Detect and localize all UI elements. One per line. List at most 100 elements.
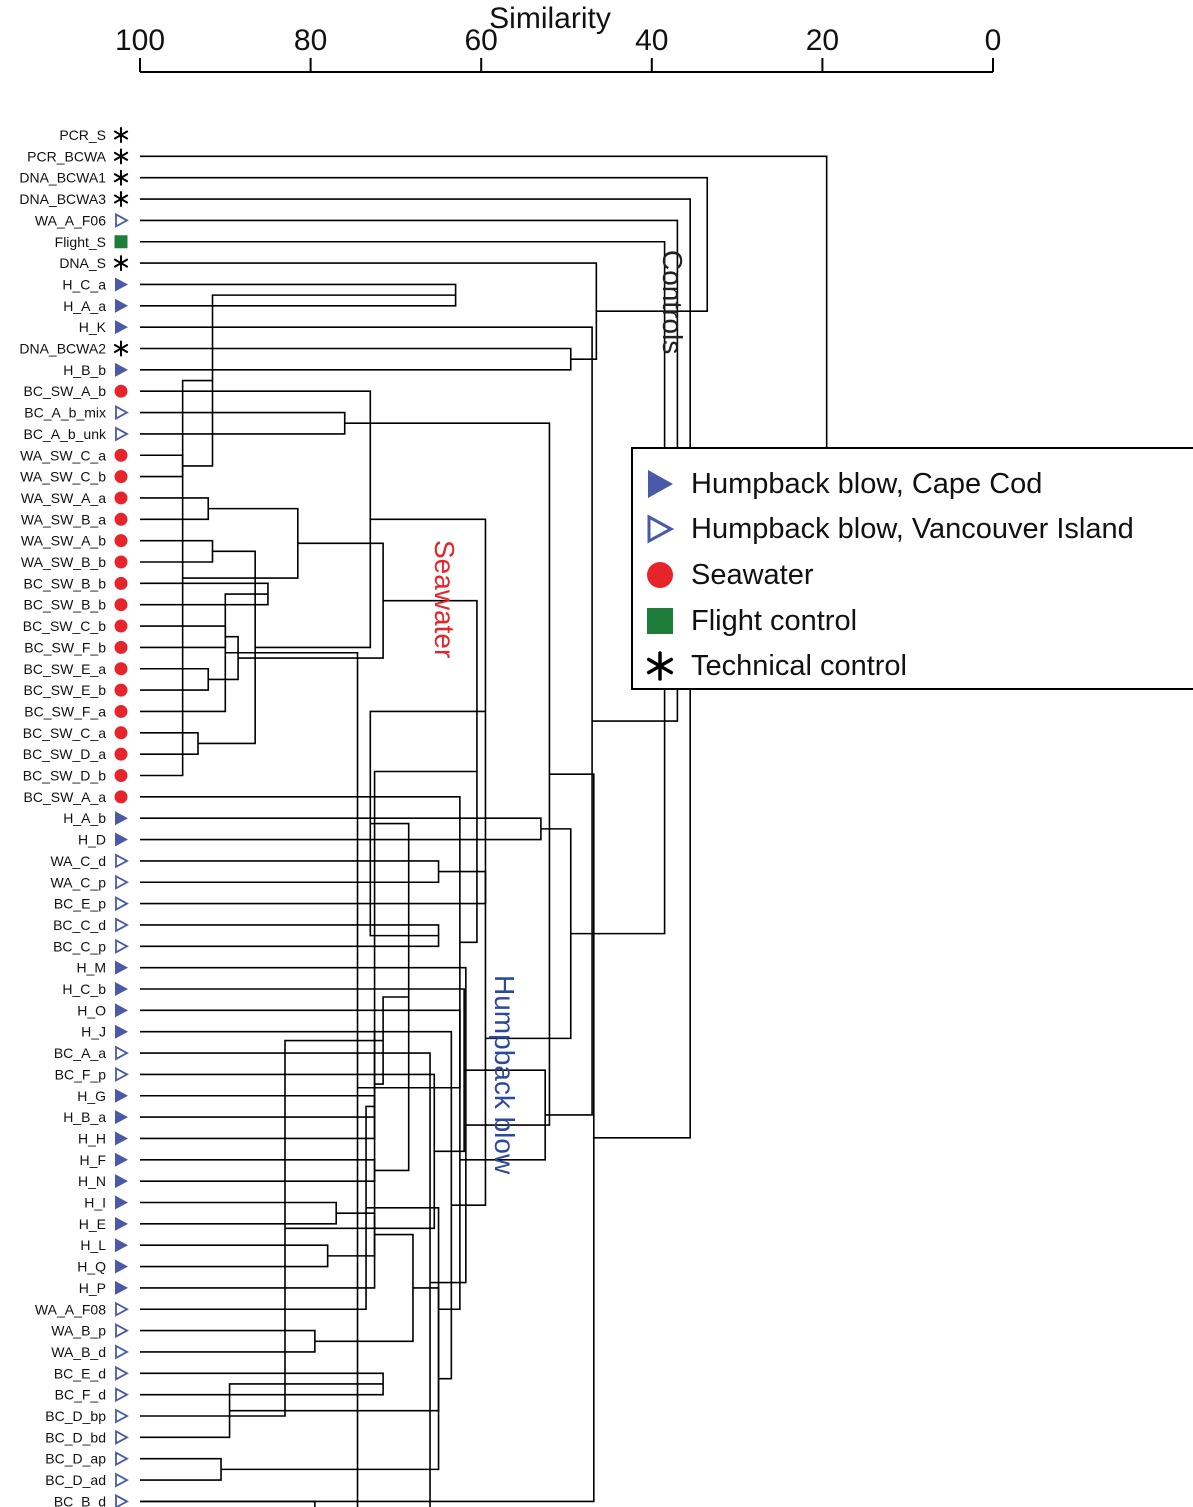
leaf-label: H_N <box>78 1173 106 1189</box>
leaf-label: BC_A_b_unk <box>23 426 107 442</box>
seawater-group-label: Seawater <box>429 540 460 659</box>
asterisk-icon <box>113 127 129 143</box>
leaf-label: WA_B_p <box>51 1323 106 1339</box>
dendrogram-link <box>140 667 210 691</box>
leaf-label: BC_E_p <box>54 896 106 912</box>
leaf-label: H_C_b <box>62 981 106 997</box>
leaf-label: BC_SW_A_a <box>24 789 107 805</box>
leaf-label: WA_B_d <box>51 1344 106 1360</box>
filled-triangle-icon <box>115 1259 128 1274</box>
circle-icon <box>114 769 128 782</box>
filled-triangle-icon <box>115 1003 128 1018</box>
leaf-label: Flight_S <box>55 234 106 250</box>
open-triangle-icon <box>115 874 129 890</box>
leaf-label: DNA_BCWA1 <box>19 170 106 186</box>
dendrogram-link <box>140 1457 222 1481</box>
leaf-label: BC_C_p <box>53 938 106 954</box>
leaf-label: BC_C_d <box>53 917 106 933</box>
leaf-label: WA_SW_B_b <box>21 554 106 570</box>
leaf-label: DNA_BCWA2 <box>19 341 106 357</box>
dendrogram-link <box>327 1212 376 1257</box>
leaf-label: BC_SW_C_b <box>23 618 106 634</box>
leaf-label: BC_SW_A_b <box>24 383 107 399</box>
circle-icon <box>114 640 128 654</box>
filled-triangle-icon <box>115 1024 128 1039</box>
circle-icon <box>114 555 128 569</box>
dendrogram-link <box>208 635 239 681</box>
circle-icon <box>114 384 128 398</box>
filled-triangle-icon <box>115 298 128 313</box>
leaf-label: BC_D_ap <box>45 1451 106 1467</box>
asterisk-icon <box>645 651 675 681</box>
open-triangle-icon <box>115 1429 129 1445</box>
circle-icon <box>114 576 128 590</box>
open-triangle-icon <box>115 1301 129 1317</box>
open-triangle-icon <box>645 514 675 544</box>
leaf-label: H_L <box>80 1237 106 1253</box>
leaf-label: H_Q <box>77 1259 106 1275</box>
square-icon <box>645 606 675 636</box>
leaf-label: H_A_a <box>63 298 106 314</box>
dendrogram-link <box>140 454 184 478</box>
asterisk-icon <box>113 148 129 165</box>
filled-triangle-icon <box>115 1110 128 1125</box>
dendrogram-link <box>140 860 440 884</box>
square-icon <box>114 235 128 249</box>
open-triangle-icon <box>115 1387 129 1403</box>
circle-icon <box>114 662 128 676</box>
circle-icon <box>114 704 128 718</box>
dendrogram-link <box>140 796 461 1089</box>
leaf-label: WA_SW_A_a <box>21 490 106 506</box>
circle-icon <box>114 598 128 612</box>
filled-triangle-icon <box>645 469 675 499</box>
leaf-label: H_M <box>76 960 106 976</box>
open-triangle-icon <box>115 938 129 954</box>
asterisk-icon <box>113 255 129 272</box>
leaf-label: H_O <box>77 1002 106 1018</box>
open-triangle-icon <box>115 853 129 869</box>
open-triangle-icon <box>115 405 129 421</box>
leaf-label: BC_D_bd <box>45 1429 106 1445</box>
open-triangle-icon <box>115 1472 129 1488</box>
axis-tick-label: 60 <box>465 24 498 57</box>
dendrogram-link <box>238 542 384 659</box>
legend-item-flight: Flight control <box>645 601 857 641</box>
dendrogram-link <box>140 988 465 1153</box>
leaf-label: H_J <box>81 1024 106 1040</box>
dendrogram-link <box>140 1244 329 1268</box>
axis-tick-label: 40 <box>635 24 668 57</box>
dendrogram-link <box>140 347 572 371</box>
axis-tick-label: 20 <box>806 24 839 57</box>
legend-item-technical: Technical control <box>645 646 907 686</box>
leaf-label: PCR_BCWA <box>27 148 106 164</box>
leaf-label: PCR_S <box>59 127 106 143</box>
leaf-label: WA_SW_B_a <box>21 511 106 527</box>
legend: Humpback blow, Cape Cod Humpback blow, V… <box>631 447 1193 690</box>
leaf-label: DNA_BCWA3 <box>19 191 106 207</box>
filled-triangle-icon <box>115 320 128 335</box>
filled-triangle-icon <box>115 1280 128 1295</box>
dendrogram-link <box>225 651 359 1507</box>
circle-icon <box>114 790 128 804</box>
axis-tick-label: 80 <box>294 24 327 57</box>
leaf-label: H_G <box>77 1088 106 1104</box>
leaf-label: H_F <box>80 1152 106 1168</box>
open-triangle-icon <box>115 1066 129 1082</box>
filled-triangle-icon <box>115 362 128 377</box>
leaf-label: BC_E_d <box>54 1365 106 1381</box>
leaf-label: BC_SW_E_a <box>24 661 107 677</box>
circle-icon <box>114 683 128 697</box>
filled-triangle-icon <box>115 832 128 847</box>
leaf-label: BC_SW_C_a <box>23 725 106 741</box>
filled-triangle-icon <box>115 1216 128 1231</box>
leaf-label: BC_B_d <box>54 1493 106 1507</box>
filled-triangle-icon <box>115 811 128 826</box>
open-triangle-icon <box>115 1493 129 1507</box>
leaf-label: BC_F_d <box>55 1387 106 1403</box>
open-triangle-icon <box>115 1408 129 1424</box>
axis-tick-label: 0 <box>985 24 1002 57</box>
leaf-label: WA_A_F08 <box>35 1301 106 1317</box>
dendrogram-link <box>140 966 467 1284</box>
asterisk-icon <box>113 169 129 186</box>
